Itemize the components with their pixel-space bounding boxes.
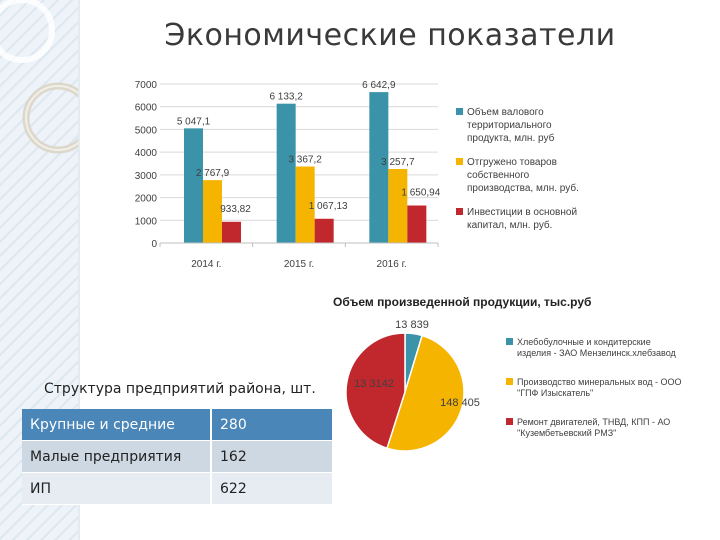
bar <box>276 103 296 243</box>
x-tick-label: 2015 г. <box>284 259 314 270</box>
table-cell-name: Малые предприятия <box>22 441 212 473</box>
chart-title: Объем произведенной продукции, тыс.руб <box>333 295 591 309</box>
structure-caption: Структура предприятий района, шт. <box>44 381 316 397</box>
legend-entry: Отгружено товаров собственного производств… <box>467 157 579 194</box>
bar <box>314 218 334 243</box>
y-tick-label: 3000 <box>135 171 158 182</box>
data-label: 3 367,2 <box>288 155 322 166</box>
table-cell-value: 162 <box>212 441 332 473</box>
data-label: 2 767,9 <box>196 168 230 179</box>
table-cell-value: 280 <box>212 409 332 441</box>
y-tick-label: 4000 <box>135 148 158 159</box>
y-tick-label: 6000 <box>135 103 158 114</box>
x-tick-label: 2014 г. <box>191 259 221 270</box>
data-label: 5 047,1 <box>177 116 211 127</box>
legend-swatch <box>456 108 463 115</box>
decorative-divider <box>78 0 80 540</box>
data-label: 6 133,2 <box>269 92 303 103</box>
legend-entry: Ремонт двигателей, ТНВД, КПП - АО "Куземб… <box>517 417 670 438</box>
data-label: 13 3142 <box>354 378 394 390</box>
y-tick-label: 7000 <box>135 80 158 91</box>
legend-entry: Хлебобулочные и кондитерские изделия - ЗА… <box>517 337 677 358</box>
bar <box>222 221 241 243</box>
legend-swatch <box>456 158 463 165</box>
table-row: ИП 622 <box>22 473 332 505</box>
data-label: 13 839 <box>395 319 429 331</box>
legend-entry: Производство минеральных вод - ООО "ГПФ И… <box>517 377 682 398</box>
table-cell-value: 622 <box>212 473 332 505</box>
legend-swatch <box>456 208 463 215</box>
pie-slice <box>345 332 406 450</box>
bar <box>388 169 408 243</box>
table-cell-name: Крупные и средние <box>22 409 212 441</box>
bar <box>203 180 222 243</box>
table-row: Малые предприятия 162 <box>22 441 332 473</box>
legend-swatch <box>506 418 513 425</box>
data-label: 1 067,13 <box>309 201 348 212</box>
legend-entry: Объем валового территориального продукта, … <box>467 106 555 144</box>
structure-table-body: Крупные и средние 280 Малые предприятия 162… <box>22 409 332 505</box>
structure-table: Крупные и средние 280 Малые предприятия 162… <box>22 409 332 505</box>
page-title: Экономические показатели <box>164 18 616 53</box>
data-label: 1 650,94 <box>401 188 440 199</box>
data-label: 148 405 <box>440 397 480 409</box>
legend-swatch <box>506 338 513 345</box>
data-label: 3 257,7 <box>381 157 415 168</box>
bar <box>407 205 427 243</box>
data-label: 6 642,9 <box>362 80 396 91</box>
pie-chart: Объем произведенной продукции, тыс.руб 13… <box>333 295 682 452</box>
legend-entry: Инвестиции в основной капитал, млн. руб. <box>467 207 577 231</box>
x-tick-label: 2016 г. <box>377 259 407 270</box>
pie-slice <box>386 334 465 452</box>
bar <box>295 166 315 243</box>
y-tick-label: 1000 <box>135 216 158 227</box>
bar-chart: 0 1000 2000 3000 4000 5000 6000 7000 2014 г. 5 04… <box>135 80 579 270</box>
y-tick-label: 0 <box>151 239 157 250</box>
table-cell-name: ИП <box>22 473 212 505</box>
table-row: Крупные и средние 280 <box>22 409 332 441</box>
y-tick-label: 5000 <box>135 125 158 136</box>
data-label: 933,82 <box>220 204 251 215</box>
bar <box>184 128 203 243</box>
bar <box>369 92 389 243</box>
legend-swatch <box>506 378 513 385</box>
y-tick-label: 2000 <box>135 194 158 205</box>
